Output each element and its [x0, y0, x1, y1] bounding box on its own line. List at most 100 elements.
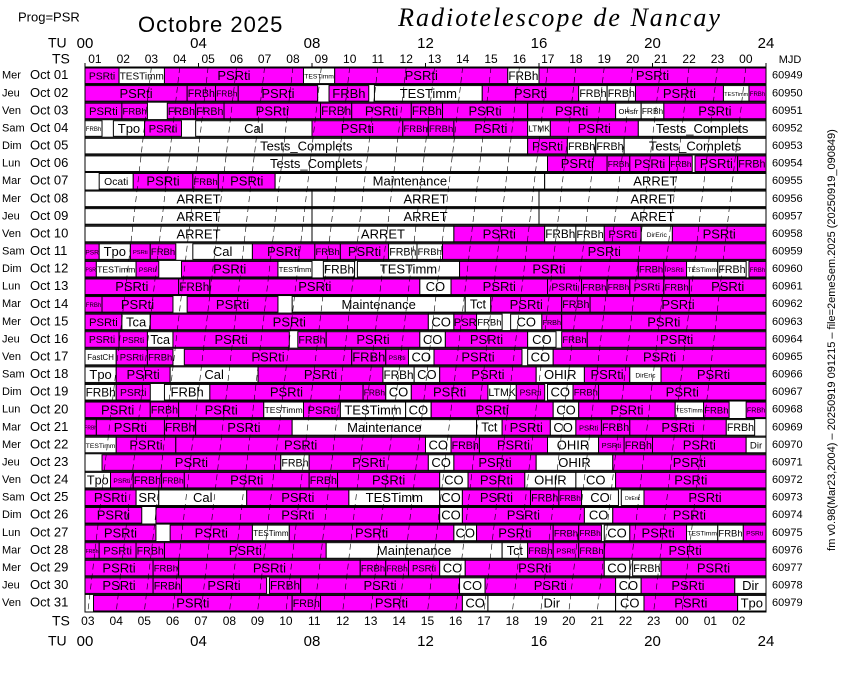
- block-label: PSRti: [363, 578, 396, 593]
- block-label: CO: [551, 385, 571, 400]
- block-label: DirEric: [647, 232, 668, 239]
- ts-line: [144, 66, 209, 613]
- block-label: CO: [423, 332, 443, 347]
- block-label: FRBh: [151, 247, 175, 258]
- block-label: CO: [431, 455, 451, 470]
- block-label: PSRti: [433, 385, 466, 400]
- block-label: FRBh: [389, 246, 416, 258]
- ts-tick-label: 13: [428, 52, 442, 66]
- block-label: Maintenance: [341, 297, 415, 312]
- schedule-block: [643, 489, 767, 507]
- schedule-block: [538, 190, 767, 208]
- block-label: LTMK: [528, 124, 550, 134]
- block-label: Maintenance: [377, 543, 451, 558]
- block-label: PSRti: [97, 508, 130, 523]
- schedule-block: [748, 85, 767, 102]
- weekday: Mer: [2, 70, 21, 82]
- date: Oct 25: [30, 489, 68, 504]
- block-label: PSRti: [532, 139, 563, 153]
- block-label: PSRti: [176, 596, 209, 611]
- schedule-block: [663, 102, 767, 120]
- block-label: FRBh: [608, 282, 630, 292]
- block-label: FRBh: [528, 546, 552, 557]
- block-label: FRBh: [477, 317, 501, 328]
- block-label: Tpo: [87, 473, 109, 487]
- block-label: PSRti: [578, 121, 611, 136]
- ts-tick-label: 19: [534, 614, 548, 628]
- block-label: PSRti: [667, 267, 685, 274]
- block-label: FRBh: [86, 127, 101, 133]
- block-label: FRBh: [188, 88, 215, 100]
- weekday: Ven: [2, 105, 21, 117]
- block-label: PSRti: [127, 367, 160, 382]
- block-label: LTMK: [488, 387, 516, 399]
- schedule-block: [538, 67, 767, 85]
- block-label: PSRti: [461, 350, 494, 365]
- block-label: PSRti: [216, 297, 249, 312]
- month-title: Octobre 2025: [138, 12, 283, 37]
- schedule-block: [671, 225, 767, 243]
- mjd: 60973: [772, 492, 803, 504]
- block-label: Tests_Complets: [270, 156, 363, 171]
- date: Oct 10: [30, 225, 68, 240]
- block-label: PSRti: [518, 560, 551, 575]
- block-label: CO: [589, 508, 609, 523]
- block-label: FRBh: [545, 228, 575, 241]
- ts-tick-label: 04: [173, 52, 187, 66]
- block-label: PSRti: [205, 402, 238, 417]
- date: Oct 26: [30, 507, 68, 522]
- block-label: ARRET: [361, 226, 405, 241]
- block-label: CO: [426, 279, 446, 294]
- weekday: Jeu: [2, 87, 20, 99]
- block-label: FRBh: [602, 422, 629, 434]
- ts-tick-label: 15: [421, 614, 435, 628]
- block-label: PSRti: [669, 543, 702, 558]
- block-label: PSRti: [348, 244, 381, 259]
- mjd: 60953: [772, 140, 803, 152]
- schedule-block: [669, 155, 693, 172]
- block-label: PSRti: [405, 68, 438, 83]
- block-label: PSRti: [375, 596, 408, 611]
- weekday: Sam: [2, 122, 25, 134]
- block-label: FRBh: [168, 106, 195, 118]
- block-label: PSRti: [146, 174, 179, 189]
- block-label: CO: [443, 560, 463, 575]
- block-label: PSRti: [561, 156, 594, 171]
- block-label: CO: [531, 350, 551, 365]
- block-label: FRBh: [310, 475, 337, 487]
- block-label: FRBh: [727, 422, 754, 434]
- ts-line: [115, 66, 181, 613]
- block-label: CO: [444, 473, 464, 488]
- block-label: CO: [441, 490, 461, 505]
- block-label: PSRti: [298, 279, 331, 294]
- tu-tick-label: 20: [644, 633, 661, 650]
- block-label: ARRET: [176, 191, 220, 206]
- mjd: 60954: [772, 158, 803, 170]
- block-label: FRBh: [298, 334, 325, 346]
- ts-tick-label: 04: [110, 614, 124, 628]
- ts-tick-label: 23: [647, 614, 661, 628]
- block-label: PSRti: [534, 578, 567, 593]
- block-label: PSRti: [119, 86, 152, 101]
- ts-tick-label: 09: [251, 614, 265, 628]
- block-label: PSRti: [673, 508, 706, 523]
- block-label: FRBh: [576, 229, 603, 241]
- date: Oct 14: [30, 296, 68, 311]
- ts-tick-label: 03: [81, 614, 95, 628]
- ts-tick-label: 17: [541, 52, 555, 66]
- mjd: 60977: [772, 562, 803, 574]
- block-label: TESTimm: [676, 408, 703, 414]
- block-label: CO: [586, 473, 606, 488]
- schedule-block: [180, 577, 268, 594]
- block-label: TESTimm: [344, 402, 401, 417]
- schedule-block: [717, 260, 747, 278]
- block-label: PSRti: [514, 86, 547, 101]
- block-label: PSRti: [642, 525, 675, 540]
- block-label: TESTimm: [687, 267, 717, 274]
- schedule-block: [688, 278, 767, 296]
- block-label: FRBh: [738, 159, 765, 171]
- block-label: PSRti: [647, 314, 680, 329]
- block-label: PSRti: [113, 478, 131, 485]
- block-label: FRBh: [543, 318, 561, 327]
- mjd: 60978: [772, 580, 803, 592]
